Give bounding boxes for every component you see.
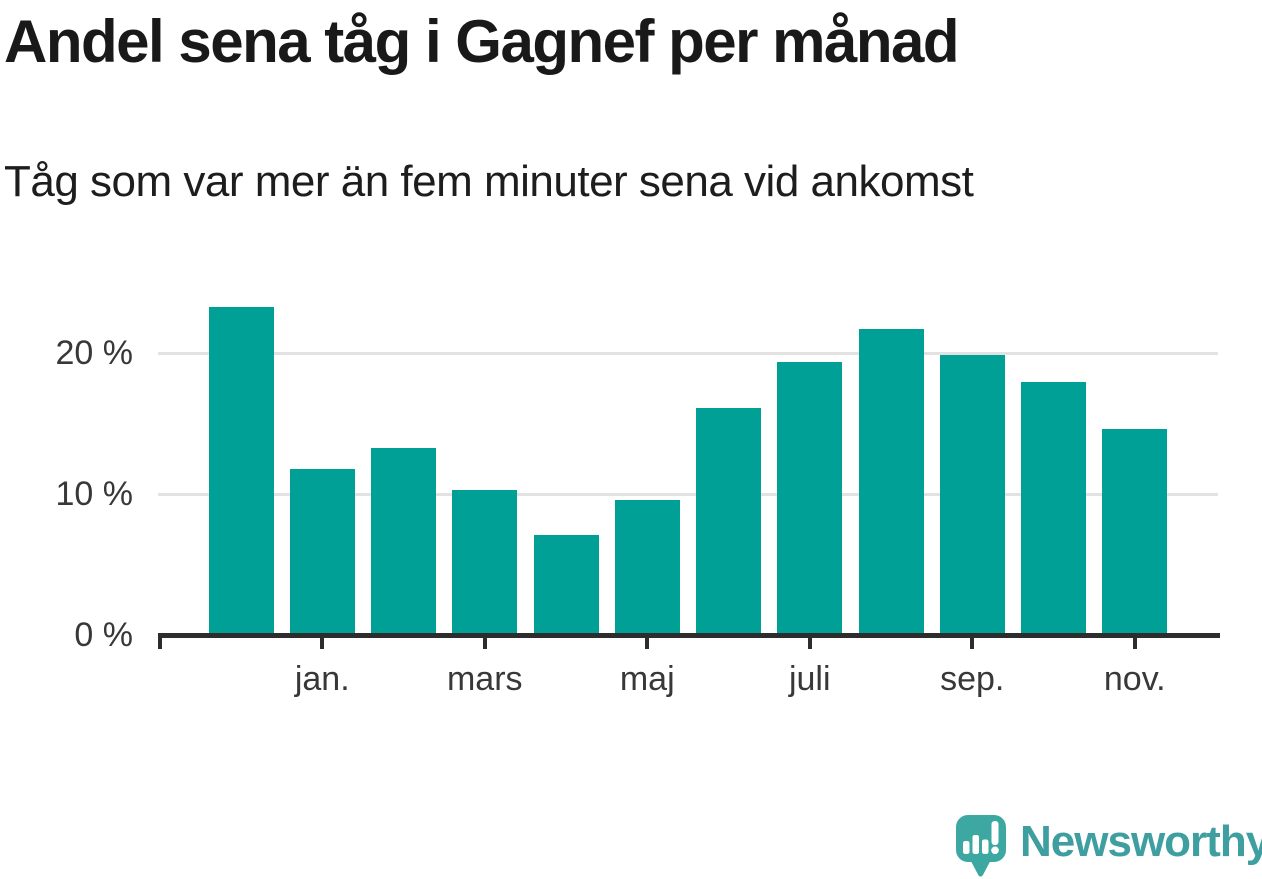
gridline-20 (158, 351, 1218, 355)
y-tick-label: 20 % (55, 334, 134, 373)
newsworthy-logo-text: Newsworthy (1020, 817, 1262, 866)
bar (1021, 382, 1086, 635)
x-tick-label: jan. (294, 660, 350, 698)
x-tick-label: nov. (1103, 660, 1166, 698)
bar (614, 500, 680, 635)
y-tick-label: 10 % (55, 475, 134, 514)
x-tick-label: mars (446, 660, 523, 698)
x-tick (482, 638, 487, 649)
newsworthy-logo: Newsworthy (956, 815, 1262, 877)
newsworthy-logo-icon (956, 815, 1006, 877)
bar (858, 329, 924, 635)
bar (452, 490, 518, 635)
chart-title: Andel sena tåg i Gagnef per månad (4, 8, 960, 75)
y-tick-label: 0 % (74, 616, 133, 654)
axis-start-tick (158, 638, 162, 649)
bar (696, 408, 761, 635)
bar (371, 448, 436, 635)
x-tick (1132, 638, 1137, 649)
x-tick-label: maj (619, 660, 675, 698)
x-tick-label: sep. (940, 660, 1005, 698)
x-axis-line (158, 633, 1220, 638)
chart-subtitle: Tåg som var mer än fem minuter sena vid … (4, 157, 974, 206)
gridline-10 (158, 492, 1218, 496)
bar (208, 307, 274, 635)
bar (939, 355, 1005, 635)
x-tick (807, 638, 812, 649)
x-tick (645, 638, 650, 649)
bar (289, 469, 355, 635)
bar (533, 535, 599, 635)
x-tick (970, 638, 975, 649)
x-tick (320, 638, 325, 649)
bar (1102, 429, 1168, 635)
bar (777, 362, 843, 635)
x-tick-label: juli (788, 660, 831, 698)
